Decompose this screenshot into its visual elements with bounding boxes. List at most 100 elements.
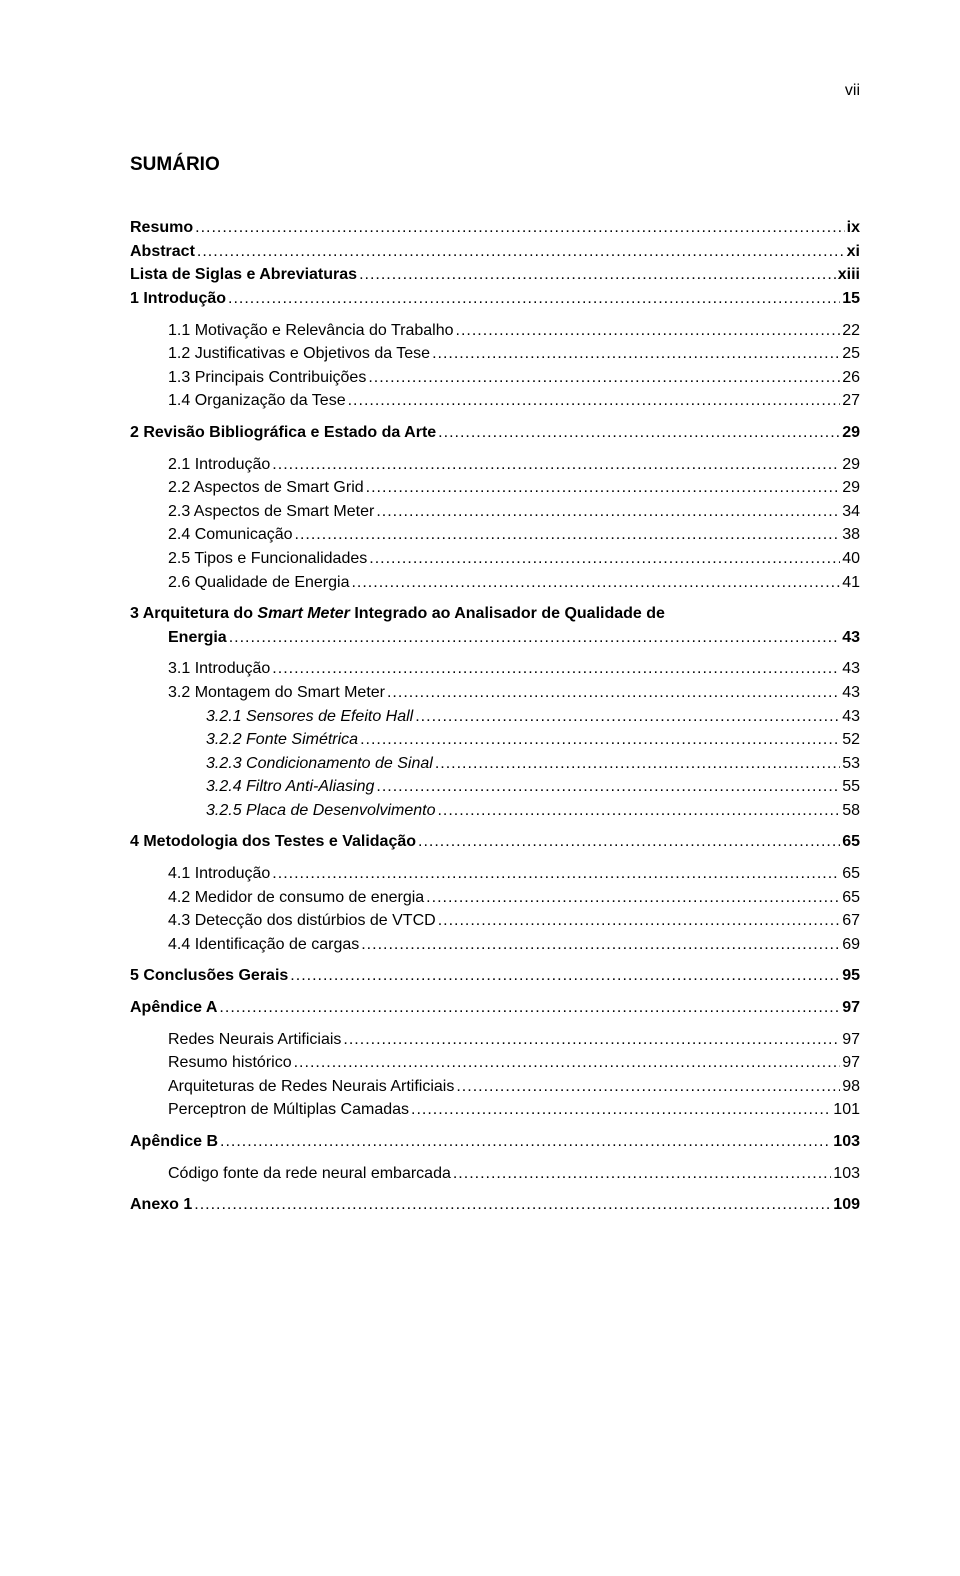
toc-dots xyxy=(368,367,840,389)
toc-entry-page: 109 xyxy=(833,1194,860,1216)
toc-entry-label: Resumo xyxy=(130,217,193,239)
toc-entry: Energia 43 xyxy=(130,627,860,649)
toc-dots xyxy=(432,343,840,365)
toc-entry-label: Abstract xyxy=(130,241,195,263)
toc-dots xyxy=(194,1194,831,1216)
toc-entry: Anexo 1109 xyxy=(130,1194,860,1216)
toc-entry-page: 65 xyxy=(842,831,860,853)
toc-dots xyxy=(438,422,840,444)
toc-entry-page: 101 xyxy=(833,1099,860,1121)
toc-dots xyxy=(290,965,840,987)
toc-entry: 4 Metodologia dos Testes e Validação65 xyxy=(130,831,860,853)
toc-entry: 4.4 Identificação de cargas69 xyxy=(130,934,860,956)
toc-entry-page: 97 xyxy=(842,1029,860,1051)
toc-entry: 2.6 Qualidade de Energia41 xyxy=(130,572,860,594)
toc-dots xyxy=(437,800,840,822)
toc-dots xyxy=(376,501,840,523)
toc-dots xyxy=(351,572,840,594)
toc-dots xyxy=(272,863,840,885)
toc-entry-page: 103 xyxy=(833,1131,860,1153)
toc-entry-page: ix xyxy=(847,217,860,239)
toc-entry-label: 5 Conclusões Gerais xyxy=(130,965,288,987)
toc-entry-label: 3.2.1 Sensores de Efeito Hall xyxy=(206,706,413,728)
toc-dots xyxy=(228,288,840,310)
toc-entry-page: 103 xyxy=(833,1163,860,1185)
toc-entry-page: 27 xyxy=(842,390,860,412)
toc-dots xyxy=(426,887,840,909)
toc-entry: Redes Neurais Artificiais 97 xyxy=(130,1029,860,1051)
toc-entry: Apêndice B 103 xyxy=(130,1131,860,1153)
toc-entry-page: 43 xyxy=(842,682,860,704)
toc-dots xyxy=(415,706,840,728)
toc-entry-page: 34 xyxy=(842,501,860,523)
toc-entry-label: Apêndice A xyxy=(130,997,217,1019)
toc-entry: Perceptron de Múltiplas Camadas101 xyxy=(130,1099,860,1121)
toc-entry-page: 41 xyxy=(842,572,860,594)
toc-dots xyxy=(197,241,845,263)
toc-entry-label: 2.3 Aspectos de Smart Meter xyxy=(168,501,374,523)
toc-entry: 3.2.5 Placa de Desenvolvimento58 xyxy=(130,800,860,822)
toc-entry-page: 53 xyxy=(842,753,860,775)
toc-dots xyxy=(348,390,841,412)
toc-entry-page: 29 xyxy=(842,477,860,499)
toc-entry: 3.2.2 Fonte Simétrica52 xyxy=(130,729,860,751)
toc-entry-label: Código fonte da rede neural embarcada xyxy=(168,1163,451,1185)
toc-dots xyxy=(438,910,841,932)
toc-entry-label: 2.2 Aspectos de Smart Grid xyxy=(168,477,364,499)
toc-dots xyxy=(366,477,841,499)
toc-dots xyxy=(343,1029,840,1051)
toc-entry-page: 29 xyxy=(842,454,860,476)
toc-dots xyxy=(411,1099,831,1121)
toc-entry-label: 2.5 Tipos e Funcionalidades xyxy=(168,548,367,570)
toc-entry-label: 1.4 Organização da Tese xyxy=(168,390,346,412)
toc-entry-page: xiii xyxy=(838,264,860,286)
toc-dots xyxy=(219,997,840,1019)
toc-entry: 3 Arquitetura do Smart Meter Integrado a… xyxy=(130,603,860,625)
toc-entry-label: Lista de Siglas e Abreviaturas xyxy=(130,264,357,286)
toc-entry-page: 65 xyxy=(842,863,860,885)
page-number: vii xyxy=(130,80,860,102)
toc-entry: Resumo histórico97 xyxy=(130,1052,860,1074)
toc-entry-label: 3.2.3 Condicionamento de Sinal xyxy=(206,753,433,775)
toc-entry-page: 58 xyxy=(842,800,860,822)
toc-entry: Abstractxi xyxy=(130,241,860,263)
toc-dots xyxy=(376,776,840,798)
toc-entry-page: 97 xyxy=(842,997,860,1019)
toc-entry-label: 1 Introdução xyxy=(130,288,226,310)
toc-dots xyxy=(229,627,841,649)
toc-entry: 2.2 Aspectos de Smart Grid 29 xyxy=(130,477,860,499)
toc-entry: 4.3 Detecção dos distúrbios de VTCD67 xyxy=(130,910,860,932)
toc-entry-page: 97 xyxy=(842,1052,860,1074)
toc-dots xyxy=(456,320,841,342)
toc-entry: 2.3 Aspectos de Smart Meter 34 xyxy=(130,501,860,523)
toc-entry-label: Energia xyxy=(168,627,227,649)
toc-entry: 3.2.3 Condicionamento de Sinal 53 xyxy=(130,753,860,775)
toc-entry-page: 69 xyxy=(842,934,860,956)
toc-entry: 3.1 Introdução43 xyxy=(130,658,860,680)
toc-title: SUMÁRIO xyxy=(130,152,860,178)
toc-entry: Código fonte da rede neural embarcada 103 xyxy=(130,1163,860,1185)
toc-entry-label: 3.2 Montagem do Smart Meter xyxy=(168,682,385,704)
toc-dots xyxy=(360,729,840,751)
toc-entry-page: 52 xyxy=(842,729,860,751)
toc-dots xyxy=(295,524,841,546)
toc-dots xyxy=(418,831,840,853)
toc-entry: 1.1 Motivação e Relevância do Trabalho22 xyxy=(130,320,860,342)
toc-dots xyxy=(272,454,840,476)
toc-dots xyxy=(369,548,840,570)
toc-entry-page: 38 xyxy=(842,524,860,546)
toc-dots xyxy=(195,217,845,239)
toc-entry-label: Redes Neurais Artificiais xyxy=(168,1029,341,1051)
toc-entry-page: 29 xyxy=(842,422,860,444)
toc-entry: 2.4 Comunicação38 xyxy=(130,524,860,546)
toc-entry-label: Apêndice B xyxy=(130,1131,218,1153)
toc-entry-page: 43 xyxy=(842,627,860,649)
toc-entry: Resumo ix xyxy=(130,217,860,239)
toc-entry: 3.2 Montagem do Smart Meter 43 xyxy=(130,682,860,704)
toc-entry-label: 4.3 Detecção dos distúrbios de VTCD xyxy=(168,910,436,932)
toc-entry: Arquiteturas de Redes Neurais Artificiai… xyxy=(130,1076,860,1098)
toc-entry: 2.1 Introdução29 xyxy=(130,454,860,476)
toc-entry: Apêndice A 97 xyxy=(130,997,860,1019)
toc-entry: 1 Introdução15 xyxy=(130,288,860,310)
toc-entry-page: 55 xyxy=(842,776,860,798)
